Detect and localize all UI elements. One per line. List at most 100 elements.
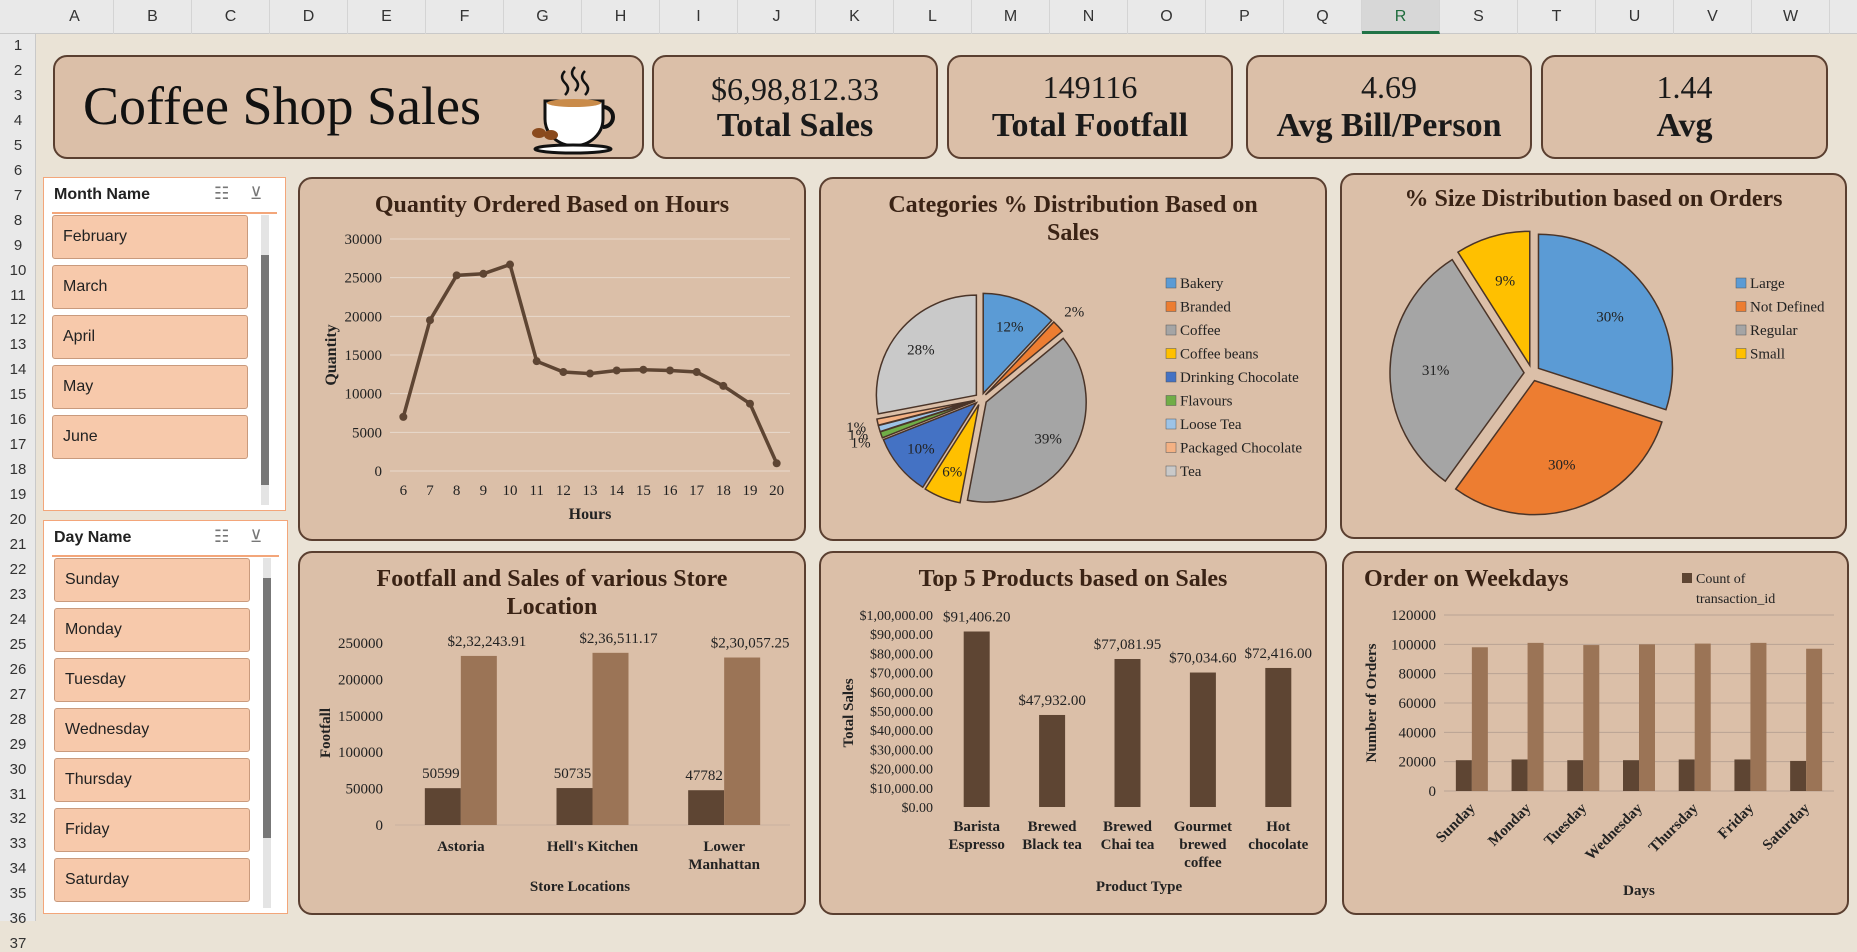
row-header-24[interactable]: 24 <box>9 610 27 628</box>
legend-label: Branded <box>1180 300 1231 316</box>
row-header-2[interactable]: 2 <box>13 61 23 79</box>
slicer-item-wednesday[interactable]: Wednesday <box>54 708 250 752</box>
slicer-item-june[interactable]: June <box>52 415 248 459</box>
column-header-d[interactable]: D <box>270 0 348 34</box>
row-header-8[interactable]: 8 <box>13 211 23 229</box>
slicer-item-april[interactable]: April <box>52 315 248 359</box>
row-header-19[interactable]: 19 <box>9 486 27 504</box>
bar-sales <box>724 657 761 825</box>
column-header-j[interactable]: J <box>738 0 816 34</box>
column-header-i[interactable]: I <box>660 0 738 34</box>
kpi-label: Avg <box>1656 107 1713 144</box>
row-header-5[interactable]: 5 <box>13 136 23 154</box>
row-header-32[interactable]: 32 <box>9 810 27 828</box>
row-header-27[interactable]: 27 <box>9 685 27 703</box>
row-header-31[interactable]: 31 <box>9 785 27 803</box>
chart-panel-stores: Footfall and Sales of various Store Loca… <box>298 551 806 915</box>
row-header-7[interactable]: 7 <box>13 186 23 204</box>
multi-select-icon[interactable]: ☷ <box>214 527 230 547</box>
row-header-13[interactable]: 13 <box>9 336 27 354</box>
row-header-22[interactable]: 22 <box>9 560 27 578</box>
column-header-h[interactable]: H <box>582 0 660 34</box>
x-axis-title: Days <box>1623 883 1655 899</box>
title-panel: Coffee Shop Sales <box>53 55 644 159</box>
multi-select-icon[interactable]: ☷ <box>214 184 230 204</box>
clear-filter-icon[interactable]: ⊻ <box>250 184 263 204</box>
row-header-26[interactable]: 26 <box>9 660 27 678</box>
column-header-o[interactable]: O <box>1128 0 1206 34</box>
row-header-23[interactable]: 23 <box>9 585 27 603</box>
row-header-29[interactable]: 29 <box>9 735 27 753</box>
column-header-g[interactable]: G <box>504 0 582 34</box>
slicer-scroll-thumb[interactable] <box>263 578 271 838</box>
column-header-r[interactable]: R <box>1362 0 1440 34</box>
row-header-18[interactable]: 18 <box>9 461 27 479</box>
row-header-6[interactable]: 6 <box>13 161 23 179</box>
row-header-9[interactable]: 9 <box>13 236 23 254</box>
slicer-item-february[interactable]: February <box>52 215 248 259</box>
column-header-k[interactable]: K <box>816 0 894 34</box>
y-tick-label: 20000 <box>345 309 383 325</box>
row-header-16[interactable]: 16 <box>9 411 27 429</box>
chart-title: Footfall and Sales of various Store Loca… <box>376 566 728 620</box>
data-point <box>639 365 648 374</box>
row-header-4[interactable]: 4 <box>13 111 23 129</box>
slicer-scroll-thumb[interactable] <box>261 255 269 485</box>
row-header-11[interactable]: 11 <box>10 286 26 304</box>
bar-sales <box>592 652 629 825</box>
slicer-item-saturday[interactable]: Saturday <box>54 858 250 902</box>
slicer-item-march[interactable]: March <box>52 265 248 309</box>
column-header-t[interactable]: T <box>1518 0 1596 34</box>
column-header-a[interactable]: A <box>36 0 114 34</box>
column-header-b[interactable]: B <box>114 0 192 34</box>
row-header-15[interactable]: 15 <box>9 386 27 404</box>
x-tick-label: 18 <box>716 483 731 499</box>
day-slicer[interactable]: Day Name ☷ ⊻ Sunday Monday Tuesday Wedne… <box>43 520 288 914</box>
column-header-v[interactable]: V <box>1674 0 1752 34</box>
slicer-scrollbar[interactable] <box>261 215 269 505</box>
slicer-header: Month Name <box>54 186 150 203</box>
row-header-28[interactable]: 28 <box>9 710 27 728</box>
row-header-1[interactable]: 1 <box>13 37 23 54</box>
x-tick-label: Lower <box>703 839 745 855</box>
column-header-p[interactable]: P <box>1206 0 1284 34</box>
column-header-n[interactable]: N <box>1050 0 1128 34</box>
month-slicer[interactable]: Month Name ☷ ⊻ February March April May … <box>43 177 286 511</box>
slicer-item-sunday[interactable]: Sunday <box>54 558 250 602</box>
chart-title: Categories % Distribution Based on Sales <box>888 192 1258 246</box>
column-header-l[interactable]: L <box>894 0 972 34</box>
row-header-37[interactable]: 37 <box>9 935 27 952</box>
clear-filter-icon[interactable]: ⊻ <box>250 527 263 547</box>
column-header-c[interactable]: C <box>192 0 270 34</box>
row-header-10[interactable]: 10 <box>9 261 27 279</box>
row-header-36[interactable]: 36 <box>9 910 27 928</box>
row-header-21[interactable]: 21 <box>9 536 27 553</box>
column-header-q[interactable]: Q <box>1284 0 1362 34</box>
data-point <box>746 399 754 408</box>
column-header-w[interactable]: W <box>1752 0 1830 34</box>
slicer-item-tuesday[interactable]: Tuesday <box>54 658 250 702</box>
y-tick-label: 5000 <box>352 425 382 441</box>
row-header-14[interactable]: 14 <box>9 361 27 379</box>
row-header-33[interactable]: 33 <box>9 835 27 853</box>
row-header-12[interactable]: 12 <box>9 311 27 329</box>
slicer-item-monday[interactable]: Monday <box>54 608 250 652</box>
slicer-item-thursday[interactable]: Thursday <box>54 758 250 802</box>
row-header-35[interactable]: 35 <box>9 885 27 903</box>
row-header-30[interactable]: 30 <box>9 760 27 778</box>
column-header-u[interactable]: U <box>1596 0 1674 34</box>
row-header-34[interactable]: 34 <box>9 860 27 878</box>
row-header-17[interactable]: 17 <box>9 436 27 454</box>
row-header-3[interactable]: 3 <box>13 86 23 104</box>
slicer-divider <box>52 555 279 557</box>
row-header-25[interactable]: 25 <box>9 635 27 653</box>
column-header-f[interactable]: F <box>426 0 504 34</box>
column-header-e[interactable]: E <box>348 0 426 34</box>
slicer-item-may[interactable]: May <box>52 365 248 409</box>
slicer-item-friday[interactable]: Friday <box>54 808 250 852</box>
pie-slice-branded <box>984 320 1064 396</box>
row-header-20[interactable]: 20 <box>9 511 27 529</box>
slicer-scrollbar[interactable] <box>263 558 271 908</box>
column-header-m[interactable]: M <box>972 0 1050 34</box>
column-header-s[interactable]: S <box>1440 0 1518 34</box>
